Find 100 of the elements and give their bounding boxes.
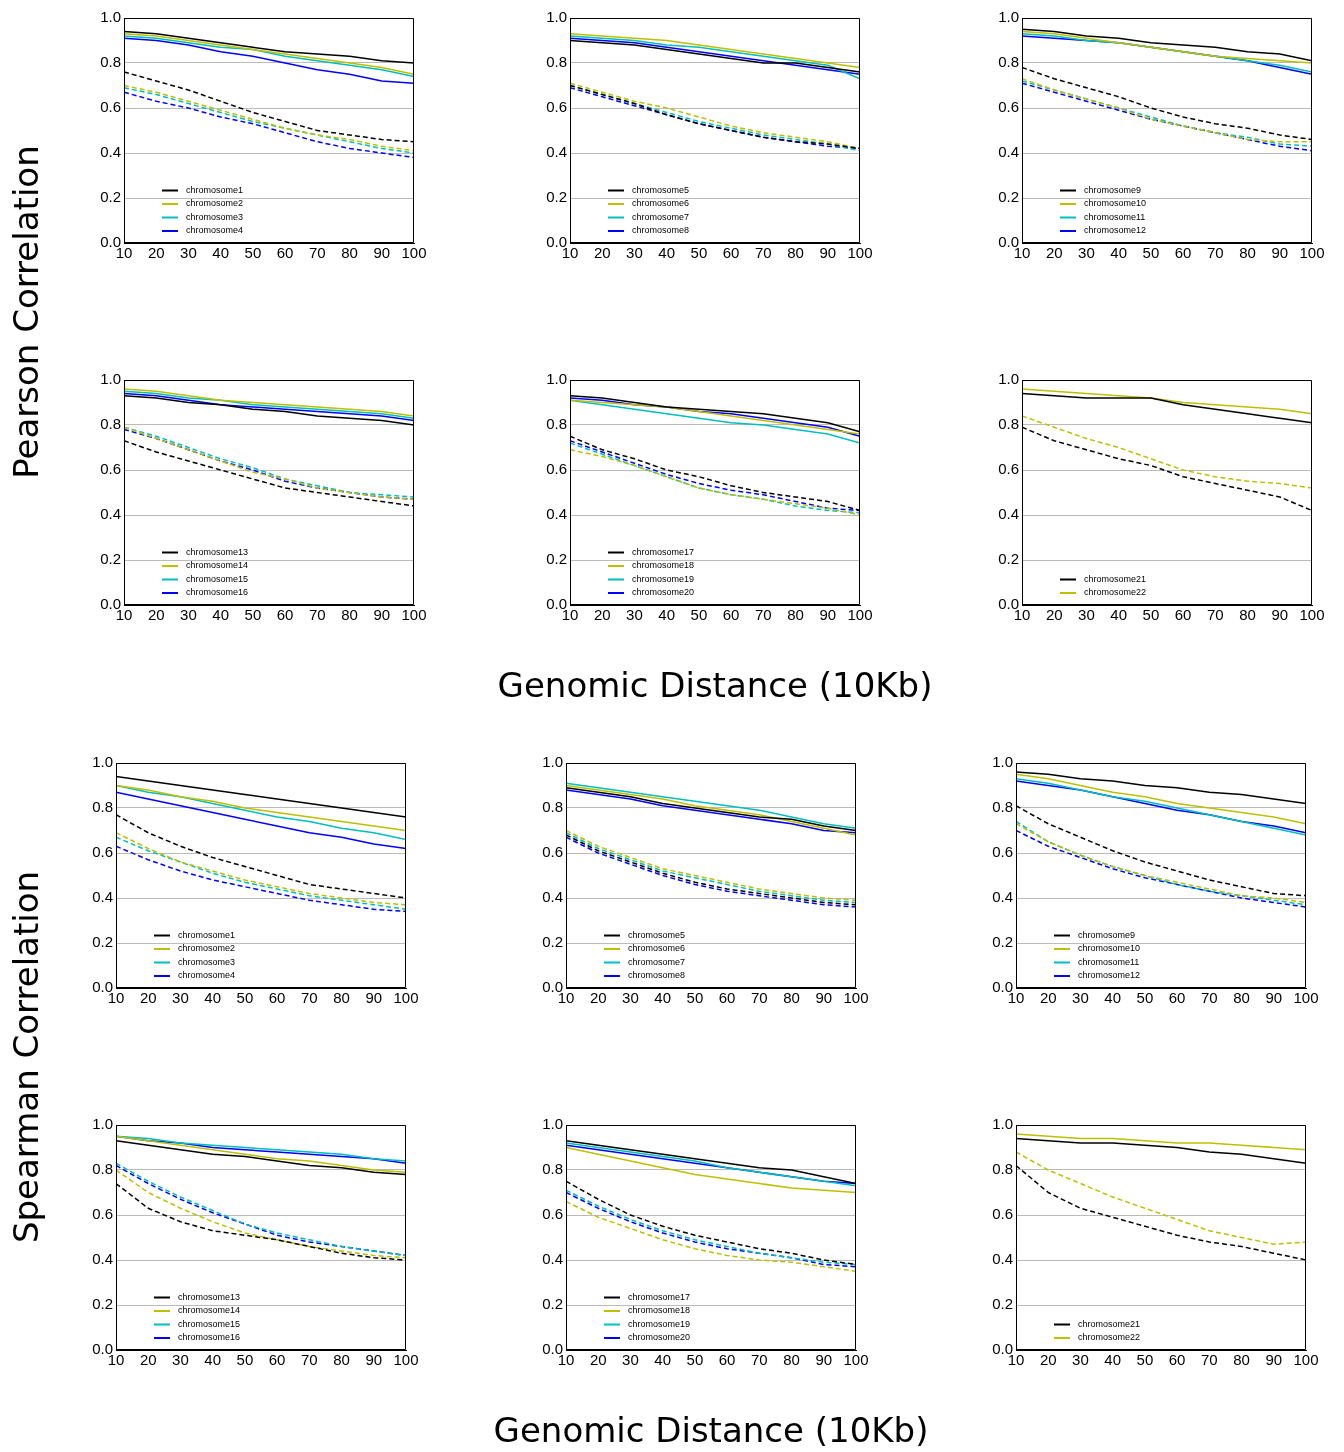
y-tick-label: 0.6 <box>92 843 113 861</box>
legend-label: chromosome1 <box>178 929 236 940</box>
x-tick-label: 40 <box>204 989 222 1007</box>
y-tick-label: 1.0 <box>998 8 1019 26</box>
x-tick-label: 20 <box>1039 1351 1057 1369</box>
x-tick-label: 60 <box>276 606 294 624</box>
y-tick-label: 1.0 <box>100 8 121 26</box>
x-tick-label: 40 <box>212 244 230 262</box>
y-tick-label: 0.8 <box>546 53 567 71</box>
y-tick-label: 1.0 <box>546 8 567 26</box>
x-tick-label: 50 <box>686 989 704 1007</box>
y-tick-label: 0.4 <box>100 143 121 161</box>
x-tick-label: 70 <box>1200 989 1218 1007</box>
x-tick-label: 50 <box>236 1351 254 1369</box>
x-tick-label: 70 <box>1206 244 1224 262</box>
y-tick-label: 1.0 <box>992 1115 1013 1133</box>
x-tick-label: 90 <box>365 989 383 1007</box>
x-tick-label: 40 <box>654 989 672 1007</box>
x-tick-label: 20 <box>589 989 607 1007</box>
legend-label: chromosome1 <box>186 184 244 195</box>
x-tick-label: 20 <box>1045 606 1063 624</box>
x-tick-label: 60 <box>1168 1351 1186 1369</box>
x-tick-label: 90 <box>1265 989 1283 1007</box>
legend-label: chromosome8 <box>628 970 686 981</box>
x-tick-label: 100 <box>1299 606 1325 624</box>
x-tick-label: 100 <box>401 244 427 262</box>
y-tick-label: 0.2 <box>998 550 1019 568</box>
y-tick-label: 0.4 <box>998 505 1019 523</box>
y-axis-title: Pearson Correlation <box>6 144 46 479</box>
x-tick-label: 20 <box>147 606 165 624</box>
x-tick-label: 90 <box>365 1351 383 1369</box>
x-tick-label: 60 <box>722 606 740 624</box>
x-tick-label: 80 <box>783 989 800 1007</box>
legend-label: chromosome16 <box>186 587 249 598</box>
x-tick-label: 30 <box>622 1351 639 1369</box>
x-tick-label: 100 <box>401 606 427 624</box>
legend-label: chromosome18 <box>632 560 695 571</box>
y-tick-label: 0.4 <box>992 888 1013 906</box>
x-tick-label: 80 <box>341 606 358 624</box>
y-tick-label: 0.2 <box>546 188 567 206</box>
x-tick-label: 20 <box>1045 244 1063 262</box>
legend-label: chromosome3 <box>178 956 236 967</box>
x-tick-label: 100 <box>843 1351 869 1369</box>
legend-label: chromosome5 <box>628 929 686 940</box>
y-tick-label: 0.8 <box>100 53 121 71</box>
y-tick-label: 1.0 <box>542 1115 563 1133</box>
x-tick-label: 70 <box>1206 606 1224 624</box>
x-tick-label: 70 <box>300 1351 318 1369</box>
legend-label: chromosome14 <box>186 560 249 571</box>
x-tick-label: 50 <box>244 606 262 624</box>
x-tick-label: 50 <box>690 244 708 262</box>
legend-label: chromosome20 <box>632 587 695 598</box>
x-tick-label: 90 <box>1265 1351 1283 1369</box>
x-tick-label: 50 <box>244 244 262 262</box>
x-tick-label: 80 <box>787 244 804 262</box>
legend-label: chromosome7 <box>628 956 686 967</box>
x-tick-label: 40 <box>1110 606 1128 624</box>
x-tick-label: 100 <box>1293 1351 1319 1369</box>
x-tick-label: 20 <box>593 606 611 624</box>
y-tick-label: 0.2 <box>100 188 121 206</box>
legend-label: chromosome15 <box>178 1318 241 1329</box>
y-tick-label: 0.4 <box>100 505 121 523</box>
legend-label: chromosome16 <box>178 1332 241 1343</box>
legend-label: chromosome11 <box>1084 211 1146 222</box>
x-axis-title: Genomic Distance (10Kb) <box>497 665 933 705</box>
legend-label: chromosome19 <box>632 573 695 584</box>
y-tick-label: 0.8 <box>992 798 1013 816</box>
x-tick-label: 30 <box>180 244 197 262</box>
legend-label: chromosome21 <box>1078 1318 1141 1329</box>
x-tick-label: 50 <box>1142 606 1160 624</box>
x-tick-label: 90 <box>1271 606 1289 624</box>
x-tick-label: 30 <box>1078 244 1095 262</box>
y-tick-label: 1.0 <box>100 370 121 388</box>
x-tick-label: 40 <box>658 606 676 624</box>
x-tick-label: 100 <box>393 1351 419 1369</box>
legend-label: chromosome13 <box>178 1291 241 1302</box>
x-tick-label: 80 <box>333 989 350 1007</box>
legend-label: chromosome12 <box>1078 970 1141 981</box>
x-tick-label: 20 <box>593 244 611 262</box>
x-tick-label: 100 <box>1299 244 1325 262</box>
y-tick-label: 0.4 <box>92 888 113 906</box>
x-tick-label: 40 <box>658 244 676 262</box>
y-tick-label: 0.8 <box>546 415 567 433</box>
x-tick-label: 50 <box>690 606 708 624</box>
legend-label: chromosome3 <box>186 211 244 222</box>
legend-label: chromosome4 <box>186 225 244 236</box>
x-tick-label: 60 <box>268 1351 286 1369</box>
x-tick-label: 100 <box>847 244 873 262</box>
y-tick-label: 0.2 <box>546 550 567 568</box>
x-tick-label: 60 <box>1168 989 1186 1007</box>
x-tick-label: 30 <box>626 606 643 624</box>
y-tick-label: 0.2 <box>998 188 1019 206</box>
x-tick-label: 30 <box>626 244 643 262</box>
x-tick-label: 100 <box>847 606 873 624</box>
x-tick-label: 90 <box>815 1351 833 1369</box>
y-tick-label: 0.8 <box>542 1160 563 1178</box>
y-tick-label: 1.0 <box>542 753 563 771</box>
y-tick-label: 0.4 <box>998 143 1019 161</box>
legend-label: chromosome5 <box>632 184 690 195</box>
legend-label: chromosome2 <box>178 943 236 954</box>
